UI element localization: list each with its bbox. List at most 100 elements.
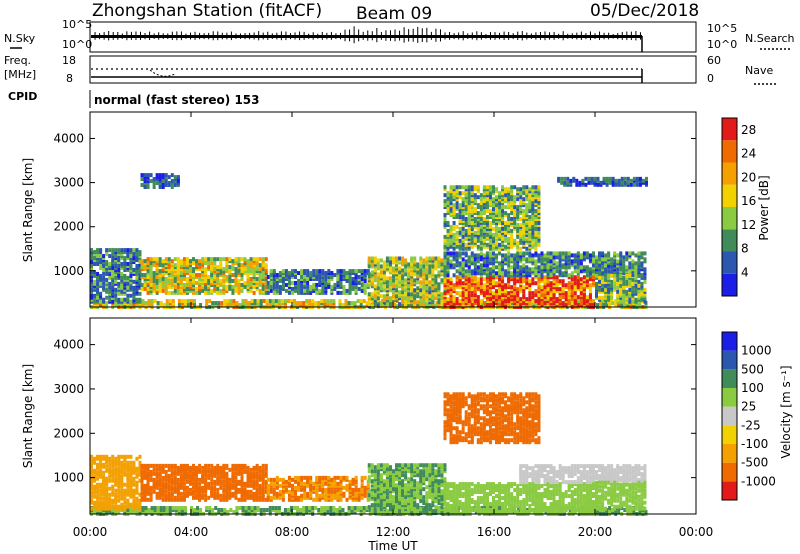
data-cell <box>302 301 306 306</box>
data-cell <box>391 266 395 271</box>
data-cell <box>437 256 441 261</box>
data-cell <box>498 232 502 237</box>
data-cell <box>129 273 133 278</box>
data-cell <box>629 182 633 187</box>
data-cell <box>482 185 486 190</box>
data-cell <box>176 277 180 281</box>
data-cell <box>255 257 259 262</box>
data-cell <box>164 179 168 184</box>
data-cell <box>299 508 303 513</box>
data-cell <box>628 251 632 256</box>
data-cell <box>341 303 345 308</box>
data-cell <box>188 275 192 280</box>
data-cell <box>144 301 148 306</box>
data-cell <box>376 282 380 287</box>
data-cell <box>495 271 499 276</box>
data-cell <box>395 256 399 261</box>
data-cell <box>402 506 406 511</box>
data-cell <box>498 261 502 266</box>
data-cell <box>266 284 270 289</box>
data-cell <box>205 299 209 304</box>
data-cell <box>555 265 559 270</box>
data-cell <box>537 191 541 196</box>
data-cell <box>277 299 281 304</box>
data-cell <box>167 175 171 180</box>
data-cell <box>350 506 354 511</box>
data-cell <box>531 207 535 212</box>
data-cell <box>422 290 426 295</box>
data-cell <box>531 197 535 202</box>
data-cell <box>102 470 106 475</box>
data-cell <box>616 273 620 278</box>
data-cell <box>149 278 153 283</box>
data-cell <box>482 301 486 306</box>
noise-panel: N.Sky 10^5 10^0 10^5 10^0 N.Search <box>4 18 795 53</box>
data-cell <box>495 281 499 286</box>
data-cell <box>501 209 505 214</box>
data-cell <box>488 271 492 276</box>
data-cell <box>573 269 577 274</box>
beam-label: Beam 09 <box>356 4 432 24</box>
data-cell <box>324 271 328 276</box>
data-cell <box>333 282 337 287</box>
data-cell <box>585 295 589 300</box>
data-cell <box>140 265 144 270</box>
data-cell <box>516 263 520 268</box>
data-cell <box>455 301 459 306</box>
data-cell <box>452 287 456 292</box>
data-cell <box>531 230 535 235</box>
data-cell <box>265 303 269 308</box>
data-cell <box>272 284 276 289</box>
data-cell <box>461 281 465 286</box>
data-cell <box>576 275 580 280</box>
data-cell <box>543 301 547 306</box>
data-cell <box>416 280 420 285</box>
data-cell <box>431 286 435 291</box>
data-cell <box>376 272 380 277</box>
data-cell <box>461 203 465 208</box>
nsearch-label: N.Search <box>745 32 795 45</box>
data-cell <box>204 257 208 262</box>
data-cell <box>152 263 156 268</box>
data-cell <box>388 276 392 281</box>
data-cell <box>220 301 224 306</box>
data-cell <box>619 287 623 292</box>
data-cell <box>434 256 438 261</box>
data-cell <box>404 288 408 293</box>
data-cell <box>482 209 486 214</box>
data-cell <box>99 254 103 259</box>
data-cell <box>452 232 456 237</box>
data-cell <box>628 287 632 292</box>
data-cell <box>637 251 641 256</box>
data-cell <box>108 285 112 290</box>
data-cell <box>177 299 181 304</box>
data-cell <box>464 263 468 268</box>
data-cell <box>261 275 265 280</box>
data-cell <box>458 271 462 276</box>
data-cell <box>422 280 426 285</box>
data-cell <box>446 289 450 294</box>
data-cell <box>413 288 417 293</box>
data-cell <box>595 265 598 270</box>
data-cell <box>252 284 256 289</box>
data-cell <box>576 269 580 274</box>
data-cell <box>419 268 423 273</box>
data-cell <box>90 490 93 495</box>
data-cell <box>244 506 248 511</box>
data-cell <box>446 201 450 206</box>
data-cell <box>479 240 483 245</box>
data-cell <box>229 299 233 304</box>
data-cell <box>549 251 553 256</box>
data-cell <box>188 259 192 264</box>
data-cell <box>604 273 608 278</box>
data-cell <box>407 274 411 279</box>
data-cell <box>464 242 468 247</box>
data-cell <box>275 284 279 289</box>
data-cell <box>114 254 118 259</box>
data-cell <box>93 256 97 261</box>
data-cell <box>543 257 547 262</box>
data-cell <box>443 199 447 204</box>
data-cell <box>132 279 136 284</box>
data-cell <box>449 201 453 206</box>
data-cell <box>598 263 602 268</box>
